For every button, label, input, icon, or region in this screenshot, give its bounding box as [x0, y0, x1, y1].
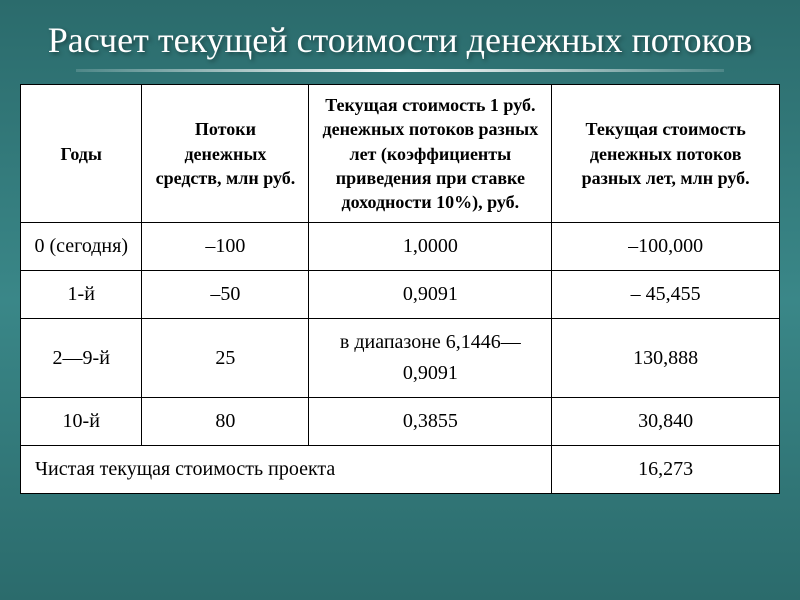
- cell-pv: 130,888: [552, 319, 780, 398]
- cell-pv: – 45,455: [552, 271, 780, 319]
- cell-coef: 0,3855: [309, 398, 552, 446]
- cell-coef: 0,9091: [309, 271, 552, 319]
- col-header-pv: Текущая стоимость денежных потоков разны…: [552, 85, 780, 223]
- cell-flows: –50: [142, 271, 309, 319]
- slide: Расчет текущей стоимости денежных потоко…: [0, 0, 800, 600]
- title-area: Расчет текущей стоимости денежных потоко…: [0, 0, 800, 84]
- cashflow-table: Годы Потоки денежных средств, млн руб. Т…: [20, 84, 780, 494]
- footer-label: Чистая текущая стоимость проекта: [21, 446, 552, 494]
- cell-pv: 30,840: [552, 398, 780, 446]
- table-row: 2—9-й 25 в диапазоне 6,1446—0,9091 130,8…: [21, 319, 780, 398]
- table-row: 1-й –50 0,9091 – 45,455: [21, 271, 780, 319]
- slide-title: Расчет текущей стоимости денежных потоко…: [40, 18, 760, 63]
- cell-years: 10-й: [21, 398, 142, 446]
- cell-coef: 1,0000: [309, 223, 552, 271]
- table-footer-row: Чистая текущая стоимость проекта 16,273: [21, 446, 780, 494]
- col-header-years: Годы: [21, 85, 142, 223]
- cell-flows: –100: [142, 223, 309, 271]
- cell-coef: в диапазоне 6,1446—0,9091: [309, 319, 552, 398]
- cell-flows: 80: [142, 398, 309, 446]
- cell-years: 0 (сегодня): [21, 223, 142, 271]
- cell-flows: 25: [142, 319, 309, 398]
- cell-pv: –100,000: [552, 223, 780, 271]
- spacer: [0, 494, 800, 600]
- cell-years: 1-й: [21, 271, 142, 319]
- table-row: 10-й 80 0,3855 30,840: [21, 398, 780, 446]
- table-wrapper: Годы Потоки денежных средств, млн руб. Т…: [20, 84, 780, 494]
- footer-value: 16,273: [552, 446, 780, 494]
- table-header-row: Годы Потоки денежных средств, млн руб. Т…: [21, 85, 780, 223]
- col-header-flows: Потоки денежных средств, млн руб.: [142, 85, 309, 223]
- title-underline: [76, 69, 724, 72]
- cell-years: 2—9-й: [21, 319, 142, 398]
- col-header-coef: Текущая стоимость 1 руб. денежных потоко…: [309, 85, 552, 223]
- table-row: 0 (сегодня) –100 1,0000 –100,000: [21, 223, 780, 271]
